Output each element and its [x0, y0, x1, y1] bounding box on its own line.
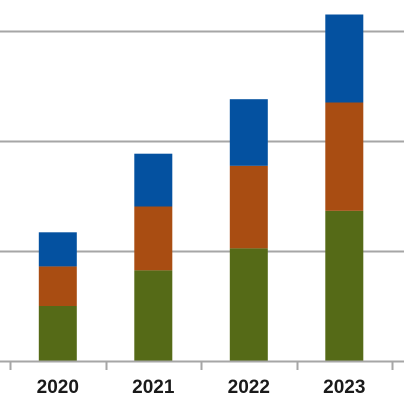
bar-2020-segment-2	[38, 266, 77, 306]
x-axis	[0, 360, 404, 370]
bar-2021-segment-2	[134, 206, 173, 271]
x-tick-labels: 2020 2021 2022 2023	[37, 377, 366, 398]
x-tick-label-2022: 2022	[228, 377, 270, 398]
bar-2021-segment-1	[134, 270, 173, 362]
bar-2023-segment-1	[325, 210, 364, 361]
bar-2022-segment-1	[229, 248, 268, 362]
bar-2021-segment-3	[134, 153, 173, 207]
bar-segments	[38, 14, 364, 362]
bar-2022-segment-3	[229, 99, 268, 166]
bar-2023-segment-2	[325, 102, 364, 211]
bar-2020-segment-1	[38, 306, 77, 361]
bar-2023-segment-3	[325, 14, 364, 103]
x-tick-label-2021: 2021	[132, 377, 175, 398]
x-tick-label-2023: 2023	[323, 377, 365, 398]
bar-2020-segment-3	[38, 232, 77, 267]
bar-2022-segment-2	[229, 165, 268, 249]
x-tick-label-2020: 2020	[37, 377, 79, 398]
